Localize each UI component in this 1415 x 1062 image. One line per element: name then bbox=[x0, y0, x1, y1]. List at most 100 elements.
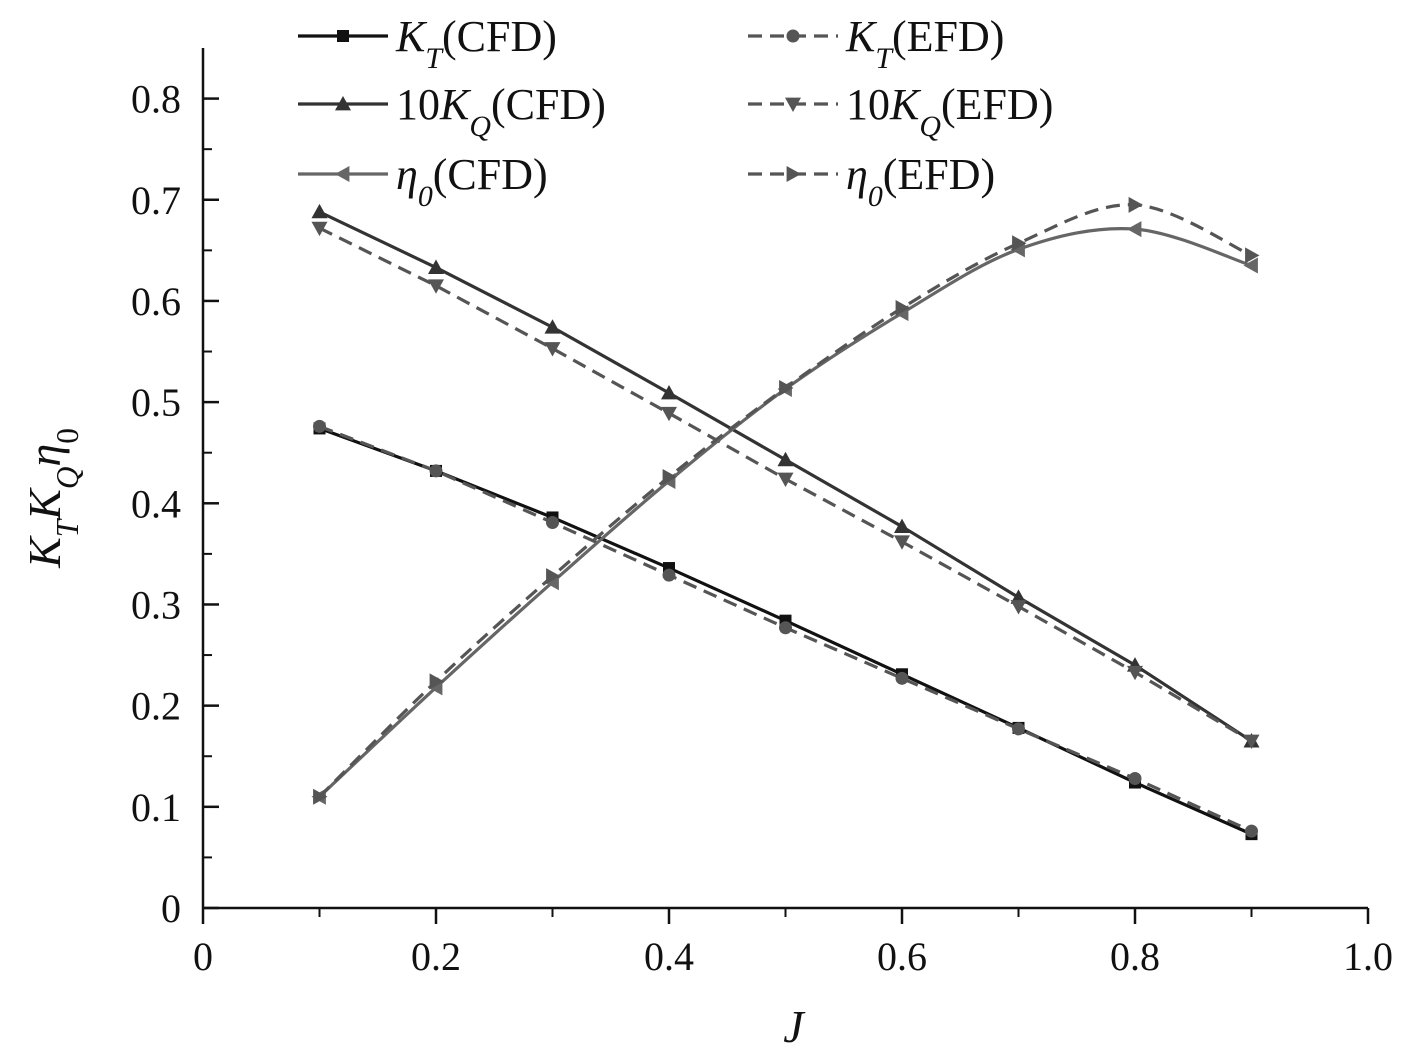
legend-label-2-part-3: (CFD) bbox=[491, 80, 606, 129]
legend-label-4: η0(CFD) bbox=[396, 150, 548, 213]
series-1-point-8 bbox=[1245, 824, 1258, 838]
legend-label-1-part-0: K bbox=[845, 12, 878, 61]
series-2-point-5 bbox=[894, 518, 910, 533]
x-tick-label-1: 0.2 bbox=[411, 934, 461, 979]
legend-label-1-part-1: T bbox=[875, 42, 894, 75]
y-tick-label-2: 0.2 bbox=[131, 684, 181, 729]
series-1-point-7 bbox=[1128, 771, 1142, 785]
series-4 bbox=[311, 221, 1258, 805]
series-4-line bbox=[318, 227, 1252, 798]
x-tick-label-0: 0 bbox=[193, 934, 213, 979]
series-5-point-0 bbox=[313, 788, 328, 805]
legend-swatch-marker-2 bbox=[335, 96, 351, 111]
legend-label-3-part-0: 10 bbox=[846, 80, 890, 129]
legend: KT(CFD) KT(EFD)10KQ(CFD) 10KQ(EFD)η0(CFD) η… bbox=[298, 12, 1053, 213]
legend-label-2-part-1: K bbox=[439, 80, 472, 129]
series-3-point-7 bbox=[1127, 665, 1143, 681]
legend-label-0-part-2: (CFD) bbox=[442, 12, 557, 61]
series-5-point-5 bbox=[895, 300, 910, 317]
x-tick-label-3: 0.6 bbox=[877, 934, 927, 979]
series-3-point-3 bbox=[661, 406, 677, 422]
series-5-point-2 bbox=[546, 568, 561, 585]
x-tick-label-2: 0.4 bbox=[644, 934, 694, 979]
legend-label-1: KT(EFD) bbox=[845, 12, 1004, 75]
legend-label-3-part-3: (EFD) bbox=[941, 80, 1053, 129]
legend-label-5-part-0: η bbox=[846, 150, 868, 199]
series-3-point-2 bbox=[544, 342, 561, 357]
series-1-point-2 bbox=[546, 516, 559, 530]
y-axis-title: KTKQη0 bbox=[19, 428, 85, 569]
series-2-point-4 bbox=[777, 451, 794, 467]
legend-item-4: η0(CFD) bbox=[298, 150, 548, 213]
legend-label-5-part-1: 0 bbox=[868, 180, 883, 213]
y-axis-title-part-4: η bbox=[19, 444, 70, 467]
legend-swatch-marker-3 bbox=[785, 97, 801, 112]
legend-label-0-part-1: T bbox=[425, 42, 444, 75]
series-5-point-1 bbox=[429, 673, 444, 690]
series-1-point-0 bbox=[313, 419, 326, 433]
series-3-point-8 bbox=[1243, 734, 1260, 750]
legend-item-0: KT(CFD) bbox=[298, 12, 557, 75]
legend-label-3-part-2: Q bbox=[919, 110, 941, 143]
legend-label-3-part-1: K bbox=[889, 80, 922, 129]
series-1-point-1 bbox=[429, 464, 443, 478]
legend-label-5: η0(EFD) bbox=[846, 150, 995, 213]
series-1-point-5 bbox=[895, 671, 909, 685]
series-1 bbox=[313, 419, 1258, 838]
series-2-point-2 bbox=[544, 319, 561, 334]
y-axis-title-part-2: K bbox=[19, 487, 70, 521]
series-2-point-1 bbox=[428, 259, 444, 274]
series-2-point-3 bbox=[661, 385, 677, 400]
y-axis-title-part-0: K bbox=[19, 535, 70, 569]
series-1-point-3 bbox=[662, 568, 676, 582]
series-2-point-0 bbox=[311, 203, 328, 219]
series-3-point-0 bbox=[311, 221, 328, 237]
series-3-point-1 bbox=[428, 279, 444, 294]
legend-item-3: 10KQ(EFD) bbox=[748, 80, 1053, 143]
series-1-point-4 bbox=[779, 621, 792, 635]
x-tick-label-5: 1.0 bbox=[1343, 934, 1393, 979]
legend-label-0: KT(CFD) bbox=[395, 12, 557, 75]
series-5-point-6 bbox=[1012, 235, 1027, 252]
series-3 bbox=[311, 221, 1260, 750]
x-tick-label-4: 0.8 bbox=[1110, 934, 1160, 979]
series-5-line bbox=[318, 203, 1253, 798]
legend-label-5-part-2: (EFD) bbox=[883, 150, 995, 199]
y-tick-label-6: 0.6 bbox=[131, 279, 181, 324]
y-axis-title-part-5: 0 bbox=[50, 428, 85, 444]
series-3-point-6 bbox=[1010, 600, 1027, 615]
series-5-point-8 bbox=[1245, 247, 1260, 264]
series-3-point-5 bbox=[894, 535, 910, 550]
series-layer bbox=[311, 196, 1260, 841]
legend-label-0-part-0: K bbox=[395, 12, 428, 61]
legend-label-2-part-0: 10 bbox=[396, 80, 440, 129]
series-5-point-7 bbox=[1128, 196, 1143, 213]
y-tick-label-3: 0.3 bbox=[131, 582, 181, 627]
series-3-point-4 bbox=[777, 472, 794, 488]
series-5 bbox=[313, 196, 1260, 805]
legend-label-2-part-2: Q bbox=[469, 110, 491, 143]
x-axis-title: J bbox=[783, 1001, 806, 1052]
legend-label-2: 10KQ(CFD) bbox=[396, 80, 606, 143]
y-tick-label-4: 0.4 bbox=[131, 481, 181, 526]
legend-label-4-part-2: (CFD) bbox=[433, 150, 548, 199]
series-4-point-7 bbox=[1127, 221, 1142, 238]
series-1-point-6 bbox=[1012, 722, 1025, 736]
legend-label-4-part-0: η bbox=[396, 150, 418, 199]
legend-item-5: η0(EFD) bbox=[748, 150, 995, 213]
y-tick-label-1: 0.1 bbox=[131, 785, 181, 830]
legend-label-1-part-2: (EFD) bbox=[892, 12, 1004, 61]
y-tick-label-0: 0 bbox=[161, 886, 181, 931]
y-tick-label-8: 0.8 bbox=[131, 77, 181, 122]
y-axis-title-part-3: Q bbox=[50, 467, 85, 490]
legend-swatch-marker-5 bbox=[786, 166, 801, 182]
legend-swatch-marker-1 bbox=[786, 29, 800, 43]
legend-item-2: 10KQ(CFD) bbox=[298, 80, 606, 143]
series-4-point-8 bbox=[1243, 257, 1258, 274]
legend-swatch-marker-0 bbox=[337, 30, 349, 42]
y-tick-label-5: 0.5 bbox=[131, 380, 181, 425]
legend-item-1: KT(EFD) bbox=[748, 12, 1004, 75]
series-5-point-3 bbox=[662, 468, 677, 485]
y-axis-title-part-1: T bbox=[50, 517, 85, 537]
